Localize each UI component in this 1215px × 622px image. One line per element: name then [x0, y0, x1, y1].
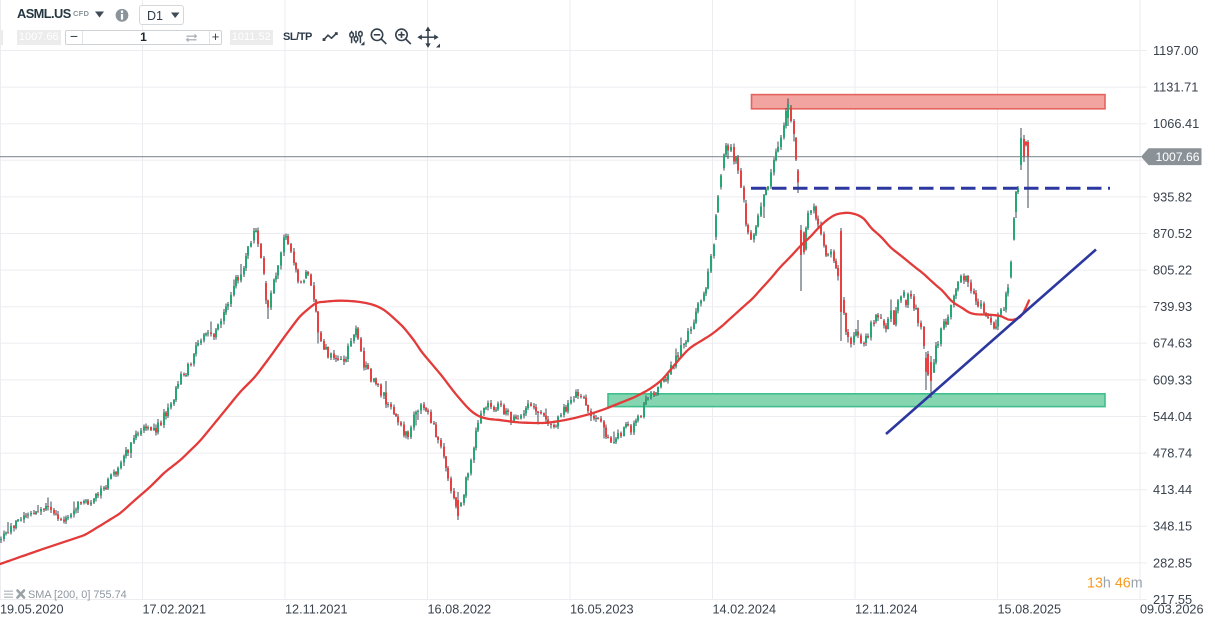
svg-text:16.05.2023: 16.05.2023	[570, 603, 634, 617]
svg-text:609.33: 609.33	[1153, 372, 1192, 387]
svg-text:739.93: 739.93	[1153, 299, 1192, 314]
svg-text:413.44: 413.44	[1153, 482, 1192, 497]
svg-text:282.85: 282.85	[1153, 555, 1192, 570]
svg-text:17.02.2021: 17.02.2021	[143, 603, 207, 617]
svg-text:1007.66: 1007.66	[1156, 150, 1200, 164]
svg-text:12.11.2024: 12.11.2024	[855, 603, 918, 617]
svg-text:12.11.2021: 12.11.2021	[285, 603, 348, 617]
svg-text:805.22: 805.22	[1153, 263, 1192, 278]
svg-text:15.08.2025: 15.08.2025	[998, 603, 1062, 617]
svg-text:SMA [200, 0] 755.74: SMA [200, 0] 755.74	[28, 589, 127, 601]
svg-text:870.52: 870.52	[1153, 226, 1192, 241]
svg-text:19.05.2020: 19.05.2020	[0, 603, 64, 617]
svg-text:478.74: 478.74	[1153, 446, 1192, 461]
svg-text:674.63: 674.63	[1153, 336, 1192, 351]
svg-text:1131.71: 1131.71	[1153, 80, 1198, 95]
svg-text:09.03.2026: 09.03.2026	[1140, 603, 1204, 617]
svg-text:348.15: 348.15	[1153, 519, 1192, 534]
svg-text:14.02.2024: 14.02.2024	[713, 603, 777, 617]
svg-text:1066.41: 1066.41	[1153, 116, 1199, 131]
svg-text:544.04: 544.04	[1153, 409, 1192, 424]
svg-text:13h 46m: 13h 46m	[1087, 576, 1143, 592]
svg-text:16.08.2022: 16.08.2022	[428, 603, 492, 617]
svg-text:935.82: 935.82	[1153, 189, 1192, 204]
svg-text:1197.00: 1197.00	[1153, 43, 1198, 58]
svg-text:217.55: 217.55	[1153, 592, 1192, 607]
